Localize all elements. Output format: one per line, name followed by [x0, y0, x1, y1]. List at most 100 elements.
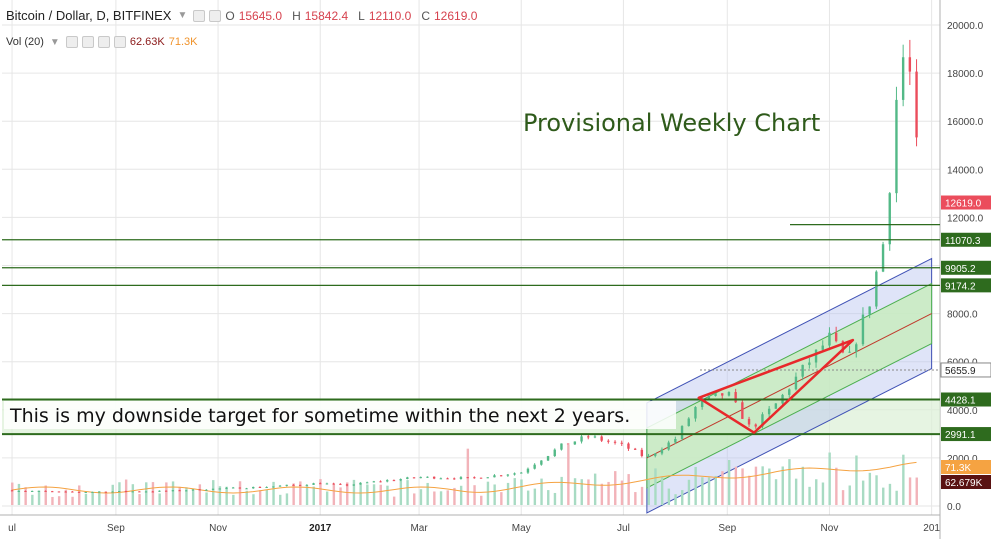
- eye-icon[interactable]: [193, 9, 206, 22]
- candle-body: [30, 490, 34, 492]
- candle-body: [687, 418, 690, 427]
- volume-bar: [480, 495, 483, 505]
- volume-bar: [178, 486, 181, 505]
- volume-bar: [386, 485, 389, 505]
- volume-bar: [493, 484, 496, 505]
- candle-body: [513, 473, 516, 475]
- candle-body: [486, 477, 489, 479]
- candle-body: [828, 332, 831, 346]
- candle-body: [118, 491, 121, 493]
- volume-bar: [861, 480, 865, 505]
- x-tick-label: May: [512, 523, 531, 534]
- volume-ma-line: [12, 461, 917, 494]
- candle-body: [191, 489, 195, 491]
- candle-body: [312, 483, 315, 485]
- volume-bar: [821, 482, 825, 505]
- settings-icon[interactable]: [81, 36, 94, 48]
- candle-body: [285, 484, 288, 486]
- volume-bar: [279, 494, 282, 505]
- candle-body: [171, 490, 175, 492]
- volume-bar: [768, 468, 771, 505]
- level-tag: [941, 427, 991, 442]
- candle-body: [633, 448, 637, 450]
- y-tick-label: 2000.0: [947, 454, 978, 465]
- candle-body: [888, 193, 891, 245]
- volume-bar: [285, 493, 289, 505]
- candle-body: [640, 449, 644, 456]
- candle-body: [185, 490, 188, 492]
- candle-body: [252, 486, 255, 489]
- volume-bar: [325, 491, 329, 505]
- candle-body: [124, 491, 128, 493]
- volume-bar: [98, 491, 101, 505]
- volume-legend: Vol (20) ▼ 62.63K 71.3K: [6, 36, 197, 48]
- candle-body: [607, 440, 610, 442]
- symbol-title[interactable]: Bitcoin / Dollar, D, BITFINEX: [6, 8, 172, 23]
- volume-bar: [828, 452, 831, 505]
- volume-bar: [600, 483, 604, 505]
- candle-body: [412, 477, 416, 479]
- volume-bar: [272, 481, 275, 505]
- volume-title[interactable]: Vol (20): [6, 36, 44, 48]
- candle-body: [848, 351, 851, 353]
- volume-bar: [138, 494, 141, 505]
- candle-body: [111, 491, 114, 493]
- volume-bar: [593, 473, 597, 505]
- volume-bar: [848, 485, 851, 505]
- candle-body: [298, 484, 302, 486]
- volume-bar: [44, 485, 47, 505]
- volume-bar: [413, 493, 416, 505]
- chevron-down-icon[interactable]: ▼: [49, 36, 60, 48]
- candle-body: [459, 477, 463, 479]
- candle-body: [647, 455, 650, 457]
- volume-bar: [212, 480, 215, 505]
- candle-body: [71, 491, 74, 493]
- candle-body: [332, 483, 335, 485]
- y-tick-label: 8000.0: [947, 310, 978, 321]
- volume-bar: [305, 485, 309, 505]
- volume-bar: [265, 489, 269, 505]
- volume-bar: [815, 479, 818, 505]
- y-tick-label: 12000.0: [947, 213, 984, 224]
- level-tag-label: 9905.2: [945, 264, 976, 275]
- volume-bar: [647, 480, 650, 505]
- settings-icon[interactable]: [209, 9, 222, 22]
- trend-triangle: [697, 338, 855, 434]
- candle-body: [694, 407, 697, 419]
- volume-bar: [701, 477, 704, 505]
- volume-bar: [520, 479, 523, 505]
- volume-bar: [875, 475, 878, 505]
- volume-bar: [506, 482, 510, 505]
- volume-bar: [473, 485, 476, 505]
- volume-bar: [84, 493, 88, 505]
- price-tag-label: 12619.0: [945, 199, 982, 210]
- volume-bar: [614, 471, 617, 505]
- close-icon[interactable]: [113, 36, 126, 48]
- volume-bar: [439, 491, 443, 505]
- volume-bar: [687, 479, 691, 505]
- candle-body: [24, 490, 27, 492]
- candle-body: [533, 464, 536, 469]
- volume-bar: [459, 485, 463, 505]
- candle-body: [479, 477, 483, 479]
- chevron-down-icon[interactable]: ▼: [177, 10, 188, 21]
- level-tag-label: 2991.1: [945, 430, 976, 441]
- volume-bar: [419, 489, 423, 505]
- eye-icon[interactable]: [65, 36, 78, 48]
- candle-body: [613, 441, 617, 443]
- x-tick-label: Jul: [617, 523, 630, 534]
- volume-bar: [580, 479, 583, 505]
- candle-body: [721, 393, 724, 396]
- volume-tag: [941, 475, 991, 489]
- add-icon[interactable]: [97, 36, 110, 48]
- candle-body: [365, 482, 369, 484]
- volume-bar: [453, 487, 456, 505]
- candle-body: [808, 362, 811, 365]
- candle-body: [600, 436, 603, 441]
- volume-bar: [198, 484, 202, 505]
- volume-bar: [392, 496, 396, 505]
- candle-body: [915, 71, 918, 138]
- candle-body: [231, 487, 235, 489]
- price-tag-label: 5655.9: [945, 366, 976, 377]
- candle-body: [325, 483, 329, 485]
